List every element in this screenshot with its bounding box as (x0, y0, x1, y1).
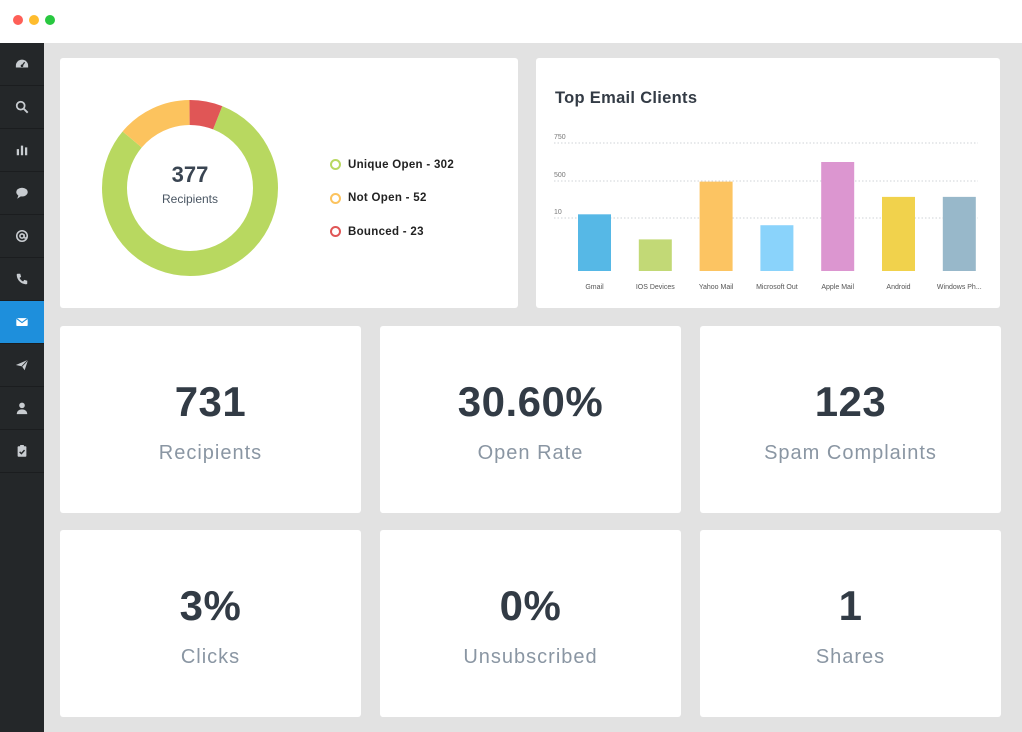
stat-value: 123 (814, 378, 887, 425)
stat-value: 3% (179, 582, 242, 629)
donut-segment-bounced (101, 99, 278, 276)
legend-label: Unique Open - 302 (348, 158, 455, 171)
bar-apple-mail[interactable] (821, 162, 855, 271)
top-email-clients-chart: 750 500 10 Gmail IOS Devices Yahoo Mail Micros… (554, 134, 982, 291)
top-email-clients-card: Top Email Clients 750 500 10 Gmail IOS Devic… (536, 58, 1000, 308)
bar-windows-ph[interactable] (942, 196, 976, 271)
window-titlebar (0, 0, 1022, 43)
close-window-button[interactable] (13, 15, 23, 25)
x-tick-label: Yahoo Mail (699, 284, 734, 291)
ring-icon (330, 226, 341, 238)
donut-total-value: 377 (171, 162, 209, 187)
sidebar-item-chat[interactable] (0, 172, 44, 215)
stat-label: Spam Complaints (764, 442, 937, 464)
bar-android[interactable] (882, 196, 915, 271)
bar-chart-icon (16, 145, 28, 156)
sidebar-item-search[interactable] (0, 86, 44, 129)
legend-item-not-open: Not Open - 52 (330, 182, 454, 216)
sidebar-item-calls[interactable] (0, 258, 44, 301)
sidebar-item-email[interactable] (0, 301, 44, 344)
stat-card-shares: 1 Shares (700, 530, 1001, 717)
stat-label: Recipients (158, 442, 263, 464)
stat-value: 1 (838, 582, 863, 629)
legend-item-unique-open: Unique Open - 302 (330, 148, 454, 182)
donut-svg (101, 99, 278, 276)
recipients-donut-card: 377 Recipients Unique Open - 302 Not Ope… (60, 58, 518, 308)
search-icon (15, 100, 29, 114)
stat-card-open-rate: 30.60% Open Rate (380, 326, 681, 513)
stat-label: Clicks (180, 646, 241, 668)
phone-icon (16, 273, 28, 285)
ring-icon (330, 159, 341, 171)
donut-total-label: Recipients (161, 192, 219, 206)
x-tick-label: Microsoft Out (756, 284, 798, 291)
stat-value: 731 (174, 378, 247, 425)
stat-value: 30.60% (457, 378, 604, 425)
bar-microsoft-out[interactable] (760, 225, 794, 271)
x-tick-label: Android (886, 284, 910, 291)
bar-gmail[interactable] (578, 214, 611, 271)
y-tick-label: 500 (554, 172, 566, 179)
legend-label: Bounced - 23 (348, 225, 424, 238)
user-icon (16, 402, 28, 415)
donut-center: 377 Recipients (102, 100, 278, 276)
sidebar-item-contacts[interactable] (0, 387, 44, 430)
chart-title: Top Email Clients (555, 89, 698, 107)
bar-yahoo-mail[interactable] (699, 181, 733, 271)
main-content: 377 Recipients Unique Open - 302 Not Ope… (44, 43, 1022, 732)
stat-label: Open Rate (477, 442, 584, 464)
sidebar-item-tasks[interactable] (0, 430, 44, 473)
legend-label: Not Open - 52 (348, 192, 427, 205)
y-tick-label: 10 (554, 209, 562, 216)
sidebar-item-send[interactable] (0, 344, 44, 387)
donut-legend: Unique Open - 302 Not Open - 52 Bounced … (330, 148, 454, 249)
stat-value: 0% (499, 582, 562, 629)
dashboard-icon (15, 59, 29, 68)
x-tick-label: IOS Devices (636, 284, 675, 291)
sidebar-item-dashboard[interactable] (0, 43, 44, 86)
paper-plane-icon (15, 359, 29, 371)
stat-label: Unsubscribed (463, 646, 598, 668)
ring-icon (330, 192, 341, 204)
y-tick-label: 750 (554, 134, 566, 141)
stat-card-clicks: 3% Clicks (60, 530, 361, 717)
minimize-window-button[interactable] (29, 15, 39, 25)
stat-card-recipients: 731 Recipients (60, 326, 361, 513)
x-tick-label: Apple Mail (821, 284, 854, 291)
sidebar-item-mentions[interactable] (0, 215, 44, 258)
stat-label: Shares (815, 646, 886, 668)
clipboard-check-icon (17, 445, 27, 457)
legend-item-bounced: Bounced - 23 (330, 215, 454, 249)
stat-card-unsubscribed: 0% Unsubscribed (380, 530, 681, 717)
maximize-window-button[interactable] (45, 15, 55, 25)
sidebar-nav (0, 43, 44, 732)
bar-ios-devices[interactable] (638, 239, 672, 271)
chat-bubble-icon (16, 187, 28, 199)
at-sign-icon (15, 229, 29, 243)
envelope-icon (16, 318, 28, 326)
x-tick-label: Windows Ph... (937, 284, 982, 291)
stat-card-spam-complaints: 123 Spam Complaints (700, 326, 1001, 513)
x-tick-label: Gmail (585, 284, 604, 291)
sidebar-item-reports[interactable] (0, 129, 44, 172)
recipients-donut-chart: 377 Recipients (101, 99, 278, 276)
